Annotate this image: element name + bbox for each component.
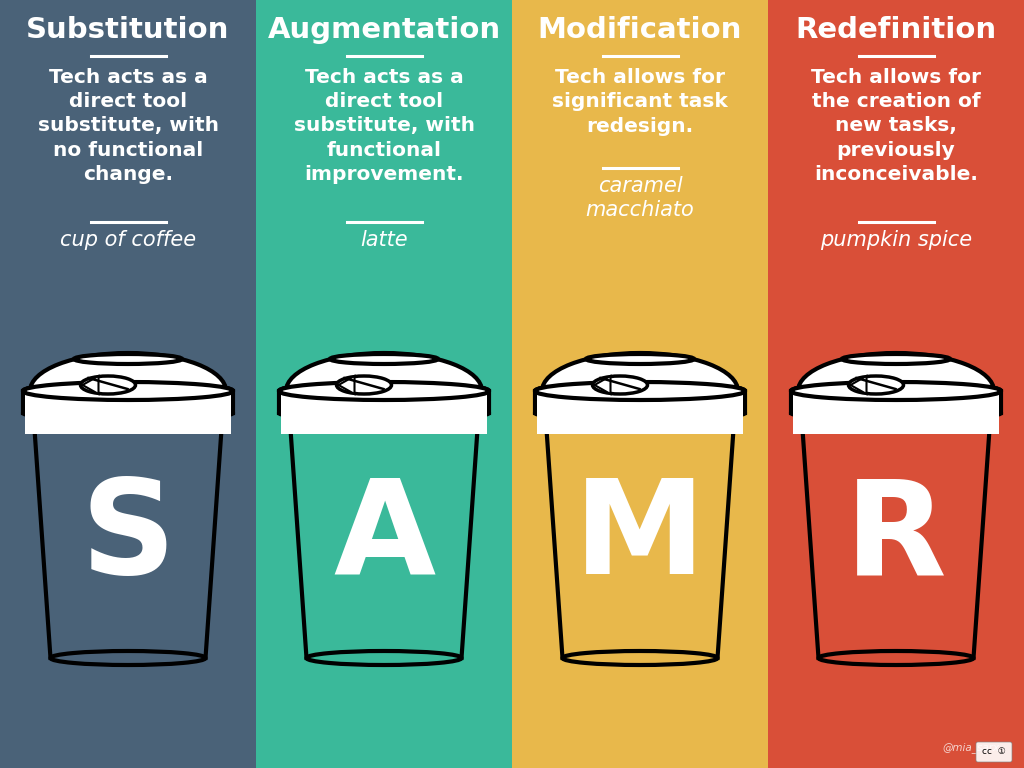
Ellipse shape (337, 376, 391, 394)
Text: Redefinition: Redefinition (796, 16, 996, 44)
Bar (281, 391, 487, 434)
Polygon shape (279, 391, 489, 413)
Text: pumpkin spice: pumpkin spice (820, 230, 972, 250)
Ellipse shape (30, 353, 226, 429)
Text: Tech allows for
the creation of
new tasks,
previously
inconceivable.: Tech allows for the creation of new task… (811, 68, 981, 184)
Bar (0, 0, 256, 768)
Text: caramel
macchiato: caramel macchiato (586, 176, 694, 220)
Text: S: S (81, 475, 175, 601)
Polygon shape (33, 408, 223, 658)
Polygon shape (23, 391, 233, 413)
Ellipse shape (791, 406, 1001, 420)
Ellipse shape (586, 354, 694, 364)
Ellipse shape (791, 382, 1001, 400)
Ellipse shape (23, 382, 233, 400)
Text: Tech allows for
significant task
redesign.: Tech allows for significant task redesig… (552, 68, 728, 135)
Ellipse shape (50, 651, 206, 665)
Text: cup of coffee: cup of coffee (60, 230, 196, 250)
Ellipse shape (23, 406, 233, 420)
Polygon shape (83, 376, 98, 394)
Ellipse shape (849, 376, 903, 394)
Text: M: M (574, 475, 706, 601)
Polygon shape (595, 376, 610, 394)
Polygon shape (801, 408, 991, 658)
Ellipse shape (842, 354, 950, 364)
Polygon shape (289, 408, 479, 658)
Text: Modification: Modification (538, 16, 742, 44)
Bar (537, 391, 743, 434)
Ellipse shape (279, 382, 489, 400)
Bar (256, 0, 512, 768)
Polygon shape (545, 408, 735, 658)
Polygon shape (791, 391, 1001, 413)
Ellipse shape (74, 354, 182, 364)
Ellipse shape (791, 382, 1001, 400)
Text: R: R (845, 475, 947, 601)
Ellipse shape (535, 382, 745, 400)
Ellipse shape (542, 353, 738, 429)
Bar (25, 391, 231, 434)
Ellipse shape (798, 353, 994, 429)
Polygon shape (535, 391, 745, 413)
Text: @mia_sarx: @mia_sarx (943, 742, 1000, 753)
Text: latte: latte (360, 230, 408, 250)
Ellipse shape (81, 376, 135, 394)
Polygon shape (339, 376, 354, 394)
Text: cc  ①: cc ① (982, 747, 1006, 756)
Bar (512, 0, 768, 768)
Ellipse shape (286, 353, 482, 429)
Ellipse shape (562, 651, 718, 665)
Ellipse shape (279, 382, 489, 400)
Polygon shape (851, 376, 866, 394)
Ellipse shape (535, 406, 745, 420)
FancyBboxPatch shape (976, 742, 1012, 762)
Bar (768, 0, 1024, 768)
Ellipse shape (23, 382, 233, 400)
Ellipse shape (279, 406, 489, 420)
Text: Tech acts as a
direct tool
substitute, with
no functional
change.: Tech acts as a direct tool substitute, w… (38, 68, 218, 184)
Ellipse shape (306, 651, 462, 665)
Ellipse shape (593, 376, 647, 394)
Text: Augmentation: Augmentation (267, 16, 501, 44)
Text: A: A (333, 475, 435, 601)
Bar (793, 391, 999, 434)
Ellipse shape (818, 651, 974, 665)
Ellipse shape (535, 382, 745, 400)
Text: Substitution: Substitution (27, 16, 229, 44)
Ellipse shape (330, 354, 438, 364)
Text: Tech acts as a
direct tool
substitute, with
functional
improvement.: Tech acts as a direct tool substitute, w… (294, 68, 474, 184)
